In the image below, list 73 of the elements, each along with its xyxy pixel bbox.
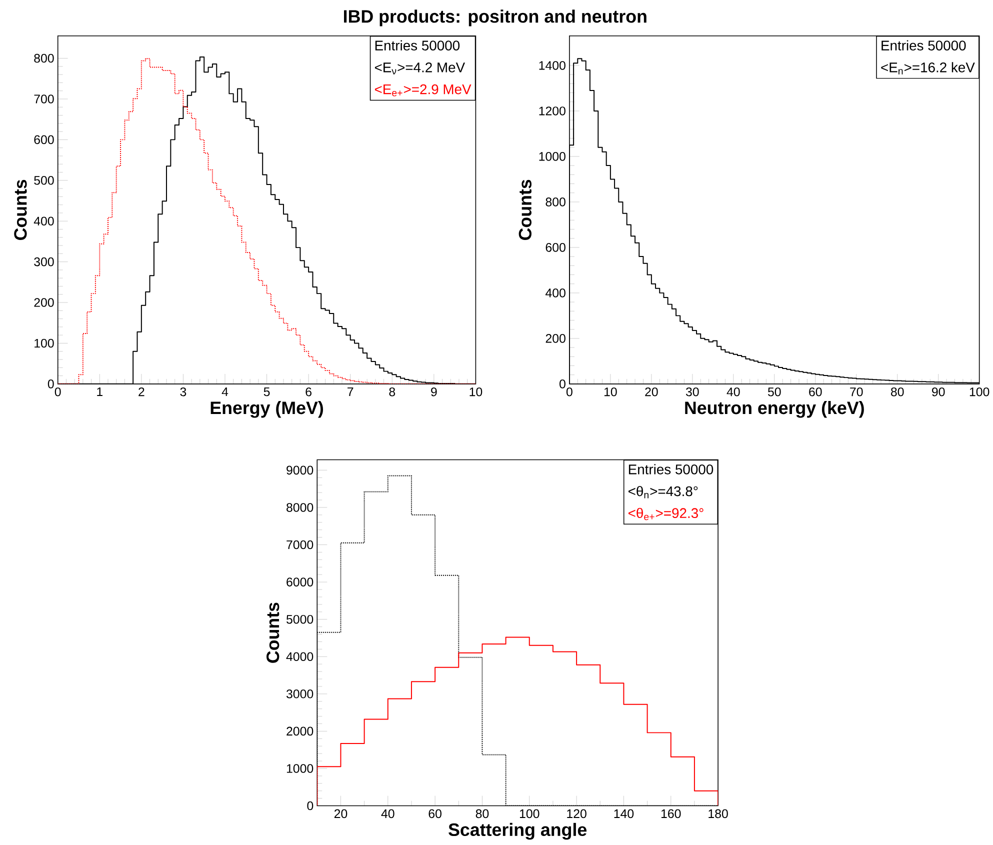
y-tick-label: 400 [34,216,54,226]
text: <θ$_{e+}$>=92.3° [628,508,704,520]
x-tick-label: 80 [476,809,489,818]
x-tick-label: 20 [334,809,348,818]
x-tick-label: 0 [566,388,572,396]
y-tick-label: 1400 [539,61,566,70]
y-tick-label: 200 [34,298,54,308]
annotation: Entries 50000 [375,40,460,51]
x-tick-label: 60 [809,388,822,396]
y-tick-label: 0 [307,802,314,810]
y-tick-label: 8000 [286,503,314,512]
x-tick-label: 0 [54,388,61,396]
x-tick-label: 70 [850,388,863,396]
y-tick-label: 1000 [539,152,566,162]
annotation: Entries 50000 [882,40,966,51]
y-tick-label: 400 [546,288,566,298]
x-tick-label: 6 [306,388,312,396]
y-axis-title: Counts [266,602,280,663]
y-tick-label: 1000 [286,764,314,774]
x-tick-label: 160 [661,809,681,818]
x-axis-title: Scattering angle [448,823,587,840]
x-tick-label: 1 [97,388,102,396]
x-tick-label: 80 [890,388,904,396]
y-tick-label: 600 [34,135,54,144]
x-tick-label: 20 [645,388,658,396]
text: <E$_{n}$>=16.2 keV [881,62,975,75]
y-axis-title: Counts [14,180,27,240]
x-tick-label: 180 [708,809,728,818]
text: <θ$_{n}$>=43.8° [628,486,698,498]
y-tick-label: 600 [546,243,566,252]
x-tick-label: 4 [222,388,228,396]
y-tick-label: 6000 [286,578,314,587]
y-axis-title: Counts [518,180,532,240]
x-axis-title: Neutron energy (keV) [685,401,864,418]
x-tick-label: 3 [180,388,186,396]
y-tick-label: 800 [34,54,54,63]
annotation: Entries 50000 [628,464,714,474]
y-tick-label: 800 [546,198,566,206]
x-tick-label: 40 [381,809,394,818]
y-tick-label: 500 [34,176,54,185]
y-tick-label: 100 [34,338,54,348]
x-tick-label: 40 [726,388,740,396]
y-tick-label: 0 [48,380,54,388]
x-tick-label: 60 [428,809,442,818]
x-tick-label: 7 [348,388,354,396]
y-tick-label: 1200 [539,106,566,116]
y-tick-label: 700 [34,94,54,104]
x-tick-label: 5 [264,388,270,396]
text: <E$_{ν}$>=4.2 MeV [374,62,466,75]
y-tick-label: 5000 [286,615,314,624]
x-tick-label: 90 [932,388,945,396]
x-tick-label: 10 [470,388,482,396]
x-tick-label: 9 [431,388,437,396]
x-tick-label: 10 [604,388,617,396]
x-tick-label: 100 [520,809,540,818]
x-tick-label: 8 [389,388,396,396]
y-tick-label: 2000 [286,726,314,736]
y-tick-label: 300 [34,258,54,266]
x-tick-label: 120 [567,809,586,818]
x-tick-label: 50 [768,388,781,396]
x-tick-label: 100 [970,388,990,396]
x-tick-label: 30 [686,388,699,396]
x-tick-label: 2 [138,388,144,396]
y-tick-label: 7000 [286,540,314,550]
x-axis-title: Energy (MeV) [210,401,324,418]
y-tick-label: 3000 [286,690,314,698]
text: <E$_{e+}$>=2.9 MeV [374,84,472,96]
x-tick-label: 140 [614,809,634,818]
y-tick-label: 0 [560,380,566,388]
chart-title: IBD products: positron and neutron [344,10,646,26]
y-tick-label: 9000 [286,466,314,475]
y-tick-label: 4000 [286,652,314,662]
y-tick-label: 200 [546,334,566,343]
